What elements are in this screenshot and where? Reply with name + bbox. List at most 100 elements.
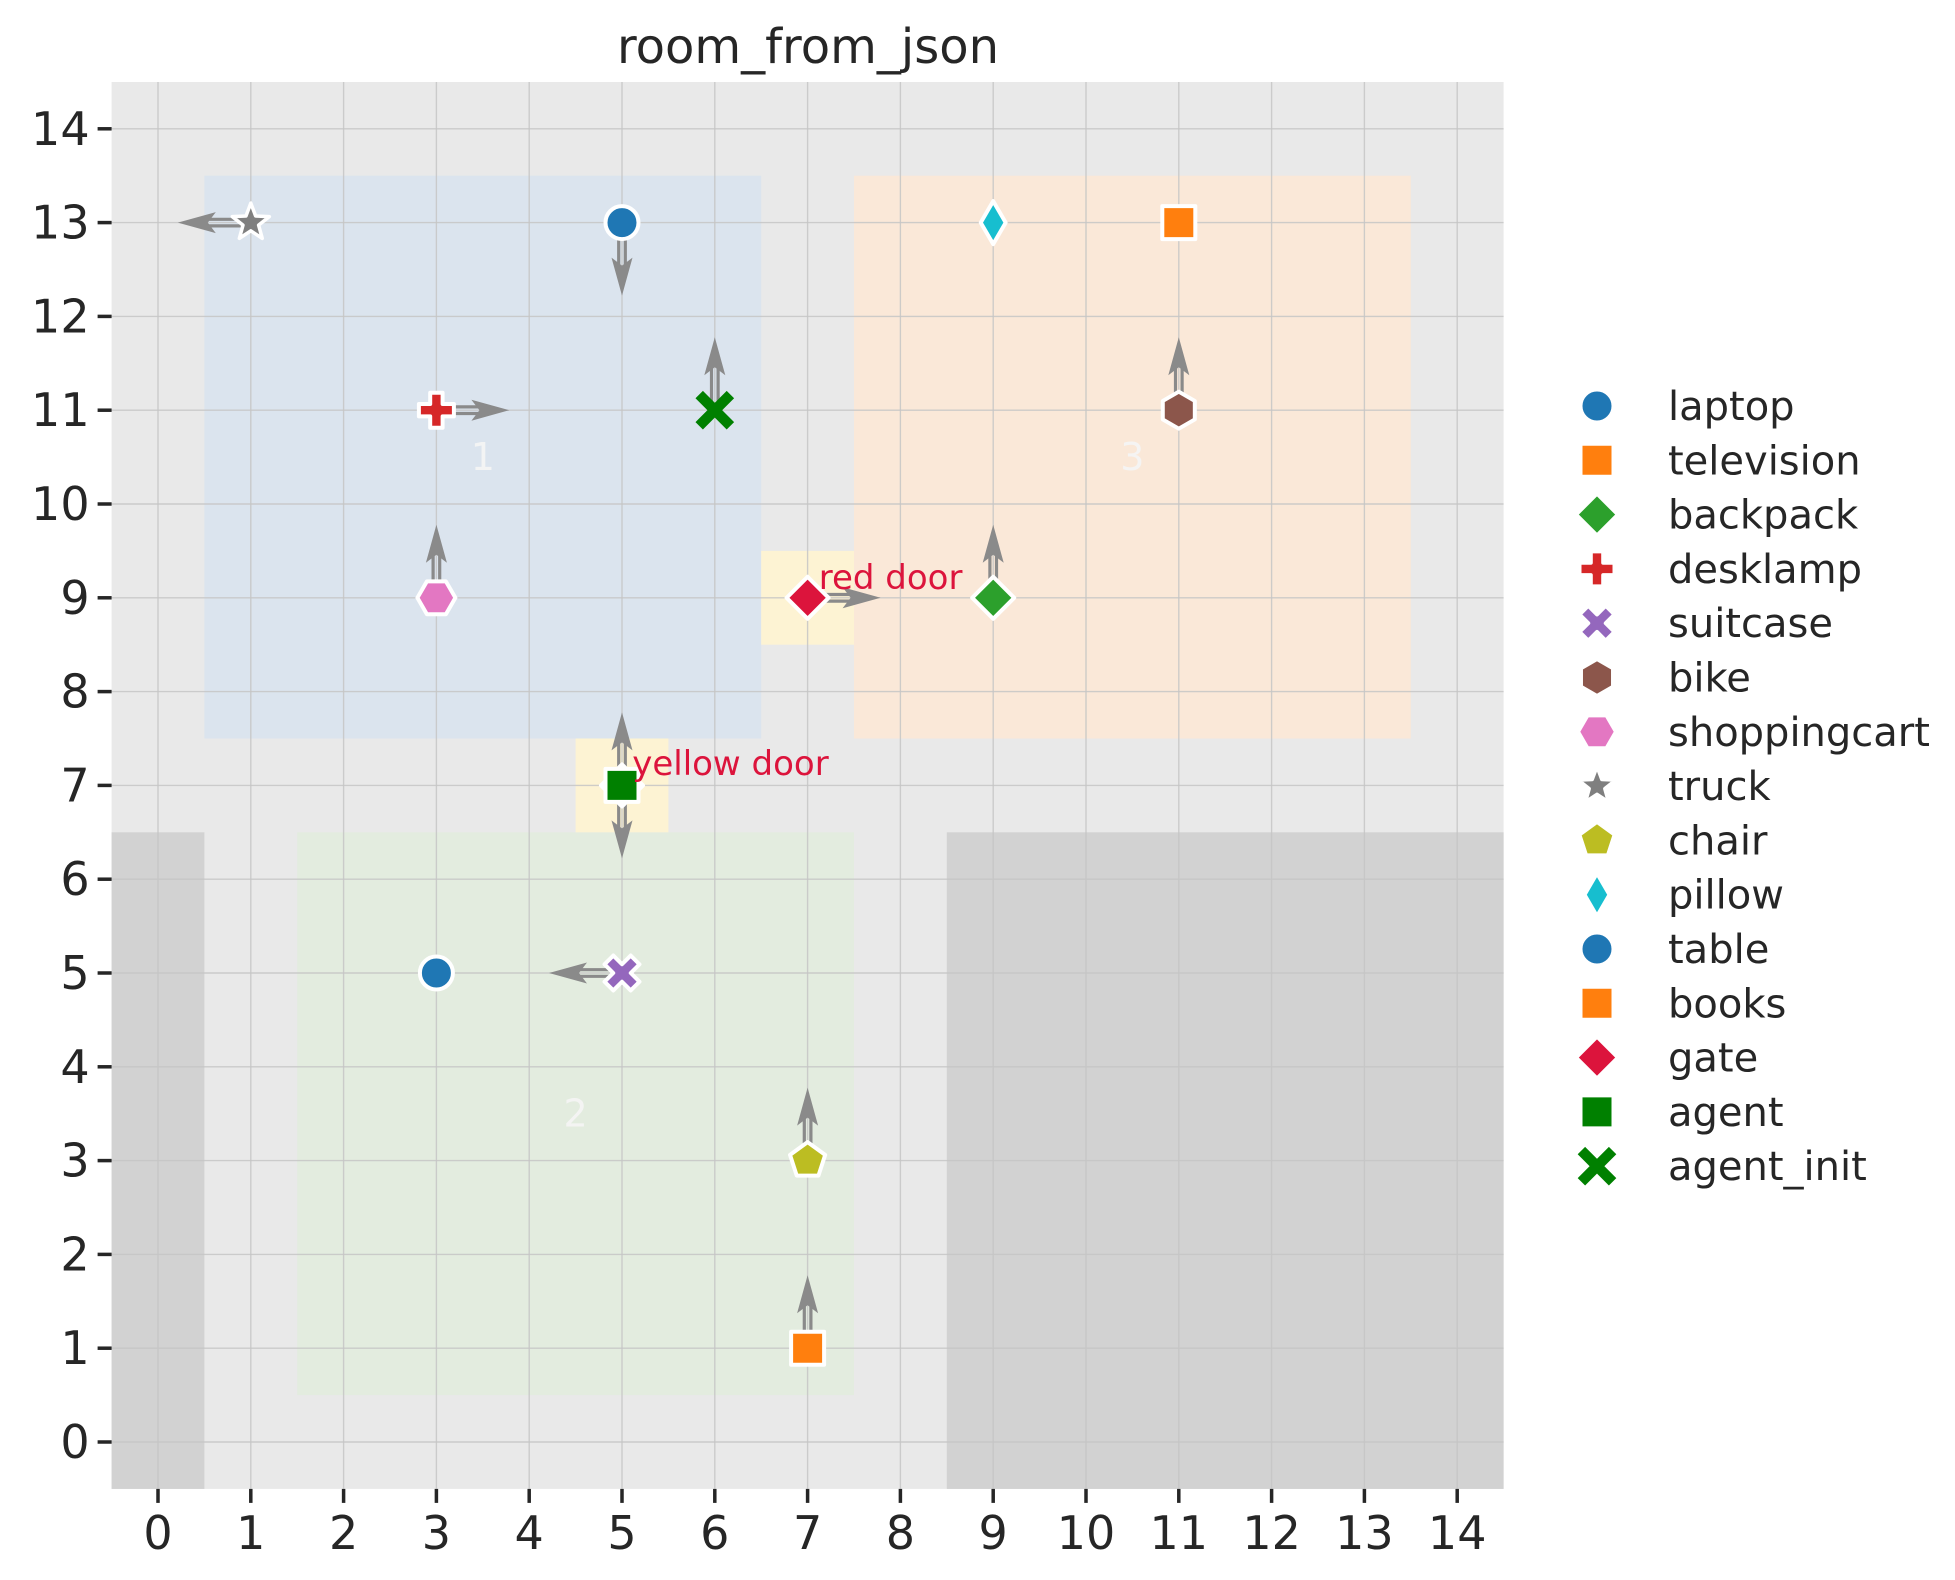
legend-marker-shoppingcart [1576,713,1618,751]
room-number-label: 1 [471,435,495,479]
room-number-label: 2 [564,1092,588,1136]
legend-label-backpack: backpack [1668,493,1859,539]
legend-marker-backpack [1574,491,1620,538]
legend-item-suitcase: suitcase [1577,601,1833,647]
legend-label-laptop: laptop [1668,384,1795,430]
legend-label-agent: agent [1668,1090,1784,1136]
legend-label-chair: chair [1668,818,1768,864]
legend-item-bike: bike [1578,656,1751,702]
x-tick-label: 0 [143,1506,172,1560]
y-tick-label: 9 [60,571,89,625]
marker-pillow [978,199,1008,247]
door-label-yellow-door: yellow door [632,744,829,784]
legend-item-agent: agent [1578,1090,1784,1136]
legend-item-chair: chair [1577,818,1768,864]
legend-marker-desklamp [1577,549,1617,589]
legend-item-truck: truck [1576,764,1771,810]
legend-marker-chair [1577,819,1617,858]
legend-label-television: television [1668,438,1861,484]
legend-item-shoppingcart: shoppingcart [1576,710,1930,756]
marker-agent [603,766,641,804]
legend-label-pillow: pillow [1668,873,1784,919]
x-tick-label: 7 [793,1506,822,1560]
y-tick-label: 4 [60,1040,89,1094]
marker-suitcase [602,953,642,993]
door-label-red-door: red door [819,558,963,598]
legend-label-gate: gate [1668,1036,1758,1082]
marker-books [789,1329,827,1367]
legend-label-desklamp: desklamp [1668,547,1862,593]
legend-marker-table [1578,930,1616,968]
x-tick-label: 8 [886,1506,915,1560]
x-tick-label: 14 [1428,1506,1487,1560]
legend-label-agent_init: agent_init [1668,1144,1867,1190]
room-1-area [204,175,762,739]
y-tick-label: 8 [60,665,89,719]
legend-item-books: books [1578,981,1786,1027]
marker-backpack [970,574,1017,621]
y-tick-label: 7 [60,758,89,812]
legend-item-table: table [1578,927,1769,973]
legend-marker-books [1578,984,1616,1022]
y-tick-label: 14 [31,102,90,156]
y-tick-label: 0 [60,1415,89,1469]
y-tick-label: 13 [31,196,90,250]
y-tick-label: 1 [60,1321,89,1375]
legend-item-gate: gate [1574,1034,1758,1082]
legend-label-bike: bike [1668,656,1751,702]
chart-title: room_from_json [617,19,999,75]
marker-chair [788,1140,828,1178]
x-tick-label: 9 [979,1506,1008,1560]
x-tick-label: 3 [422,1506,451,1560]
legend-marker-agent [1578,1093,1616,1131]
room-number-label: 3 [1120,435,1144,479]
y-tick-label: 6 [60,852,89,906]
y-tick-label: 3 [60,1134,89,1188]
legend-marker-laptop [1578,387,1616,425]
legend-label-books: books [1668,981,1786,1027]
legend-item-television: television [1578,438,1861,484]
gridlines-layer [111,82,1504,1489]
y-tick-label: 2 [60,1227,89,1281]
legend-marker-truck [1576,764,1618,804]
y-tick-label: 5 [60,946,89,1000]
legend-label-shoppingcart: shoppingcart [1668,710,1930,756]
marker-table [417,954,455,992]
legend-marker-gate [1574,1034,1620,1081]
room-2-area [297,832,854,1396]
marker-television [1160,204,1198,242]
x-tick-label: 5 [607,1506,636,1560]
x-tick-label: 13 [1335,1506,1394,1560]
y-tick-label: 11 [31,383,90,437]
room-number-labels-layer: 1 2 3 [471,435,1145,1136]
x-tick-label: 10 [1057,1506,1116,1560]
x-tick-label: 4 [515,1506,544,1560]
legend-item-backpack: backpack [1574,491,1859,539]
x-tick-label: 6 [700,1506,729,1560]
legend-item-laptop: laptop [1578,384,1795,430]
marker-bike [1160,389,1197,431]
x-tick-label: 1 [236,1506,265,1560]
x-tick-label: 11 [1150,1506,1209,1560]
room-3-area [854,175,1411,739]
marker-truck [230,201,272,241]
y-tick-label: 12 [31,289,90,343]
marker-laptop [603,204,641,242]
legend-item-desklamp: desklamp [1577,547,1862,593]
legend-marker-television [1578,441,1616,479]
legend-item-agent_init: agent_init [1577,1144,1867,1190]
y-tick-label: 10 [31,477,90,531]
legend-label-table: table [1668,927,1769,973]
x-tick-label: 2 [329,1506,358,1560]
legend-marker-pillow [1582,871,1612,919]
legend: laptop television backpack desklamp suitcase… [1574,384,1930,1190]
marker-agent_init [695,390,735,430]
legend-label-suitcase: suitcase [1668,601,1833,647]
marker-desklamp [416,390,456,430]
legend-label-truck: truck [1668,764,1771,810]
door-labels-layer: red door yellow door [632,558,962,784]
object-markers-layer [230,199,1198,1367]
